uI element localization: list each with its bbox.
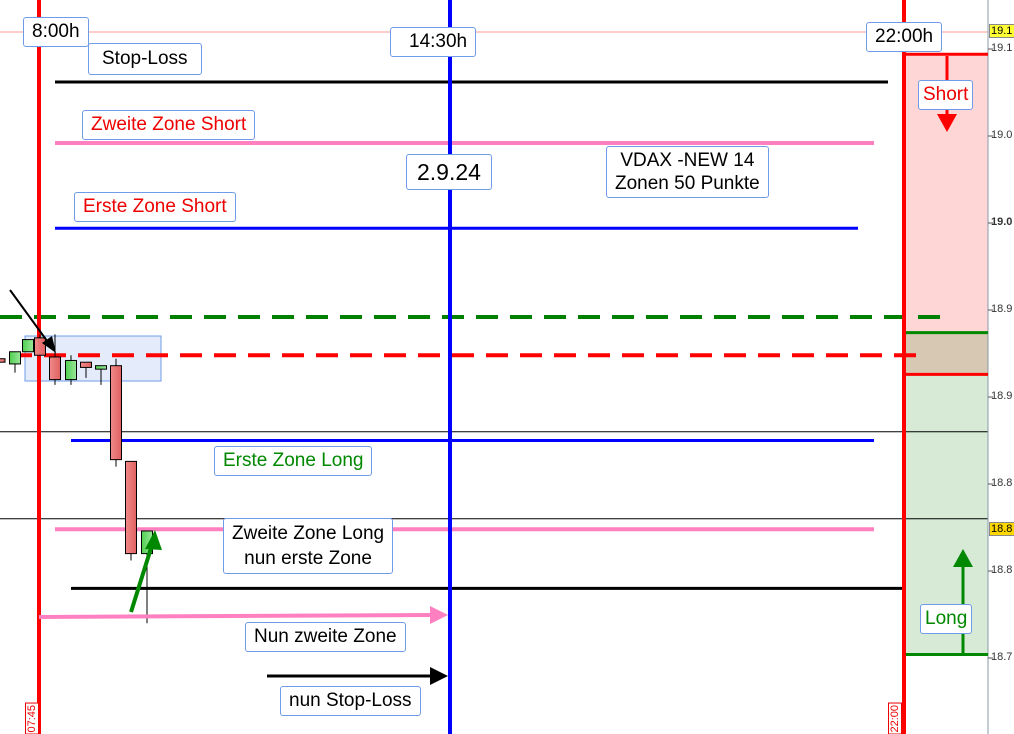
label-long: Long (920, 604, 973, 634)
label-nun-zweite-zone: Nun zweite Zone (245, 622, 406, 652)
label-zweite-zone-short: Zweite Zone Short (82, 110, 256, 140)
black-diagonal-arrow (9, 289, 51, 346)
price-axis-label: 18.9 (991, 390, 1013, 402)
candle-bearish (0, 358, 6, 363)
candle-bullish (22, 339, 34, 353)
label-erste-zone-short: Erste Zone Short (74, 192, 236, 222)
price-axis-label: 18.7 (991, 651, 1013, 663)
vdax-line-2: Zonen 50 Punkte (615, 173, 760, 194)
candle-bearish (80, 361, 92, 368)
green-up-arrow-head (145, 530, 162, 550)
price-axis-label: 19.0 (991, 129, 1013, 141)
price-axis-label: 18.8 (991, 477, 1013, 489)
time-axis-label-0745: 07:45 (25, 703, 39, 734)
label-short: Short (918, 80, 974, 110)
black-right-arrow-head (430, 667, 448, 685)
candle-bearish (110, 365, 122, 461)
price-axis-label: 18.9 (991, 303, 1013, 315)
zweite-long-line-2: nun erste Zone (244, 548, 372, 569)
candle-bearish (125, 460, 137, 555)
vdax-line-1: VDAX -NEW 14 (620, 150, 755, 171)
candle-bullish (65, 359, 77, 381)
price-axis-label: 18.8 (991, 564, 1013, 576)
label-date: 2.9.24 (406, 154, 492, 190)
current-price-tag-top: 19.1 (989, 24, 1014, 38)
candle-bullish (95, 365, 107, 370)
green-up-arrow (129, 544, 154, 613)
pink-right-arrow-head (430, 606, 448, 624)
label-stop-loss: Stop-Loss (88, 43, 202, 75)
time-axis-label-2200: 22:00 (888, 703, 902, 734)
time-label-1430h: 14:30h (390, 27, 477, 57)
label-vdax: VDAX -NEW 14 Zonen 50 Punkte (606, 146, 769, 198)
long-arrow-head (953, 549, 973, 567)
label-zweite-zone-long: Zweite Zone Long nun erste Zone (223, 518, 394, 574)
candle-bearish (34, 337, 46, 356)
candle-bearish (49, 356, 61, 381)
zweite-long-line-1: Zweite Zone Long (232, 523, 385, 544)
time-label-8h: 8:00h (23, 17, 89, 47)
time-label-22h: 22:00h (866, 22, 943, 52)
zone-overlap (904, 332, 988, 375)
pink-right-arrow (38, 613, 433, 619)
short-arrow-head (937, 114, 957, 132)
candle-bullish (9, 351, 21, 365)
label-nun-stop-loss: nun Stop-Loss (280, 686, 421, 716)
price-axis-label: 19.0 (991, 216, 1013, 228)
black-diagonal-arrow-head (42, 336, 56, 353)
label-erste-zone-long: Erste Zone Long (214, 446, 373, 476)
price-axis-label: 19.1 (991, 42, 1013, 54)
current-price-tag-bottom: 18.8 (989, 522, 1014, 536)
